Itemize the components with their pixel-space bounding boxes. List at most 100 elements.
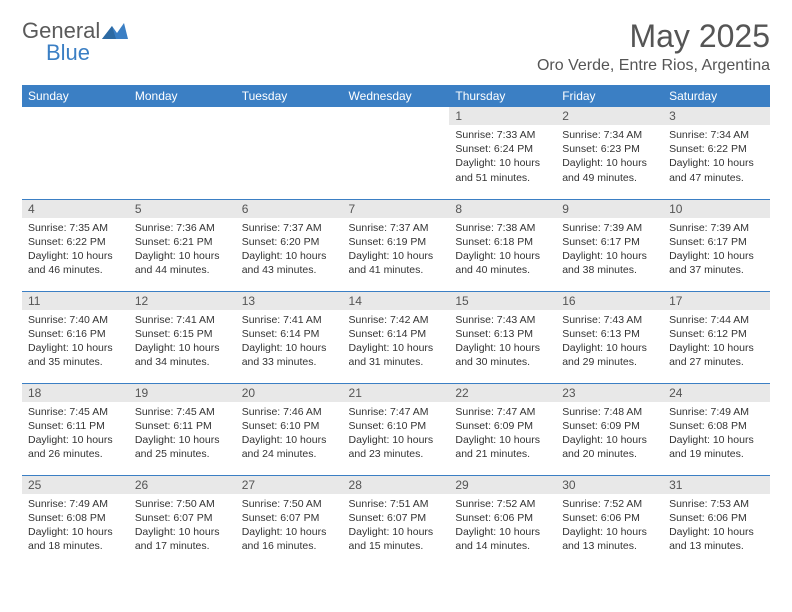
day-details: Sunrise: 7:41 AMSunset: 6:14 PMDaylight:… bbox=[236, 310, 343, 373]
calendar-cell: 15Sunrise: 7:43 AMSunset: 6:13 PMDayligh… bbox=[449, 291, 556, 383]
calendar-cell: 31Sunrise: 7:53 AMSunset: 6:06 PMDayligh… bbox=[663, 475, 770, 567]
sunrise-line: Sunrise: 7:52 AM bbox=[562, 497, 657, 511]
logo-triangle-icon bbox=[102, 23, 128, 44]
calendar-body: 1Sunrise: 7:33 AMSunset: 6:24 PMDaylight… bbox=[22, 107, 770, 567]
day-details: Sunrise: 7:45 AMSunset: 6:11 PMDaylight:… bbox=[22, 402, 129, 465]
sunrise-line: Sunrise: 7:44 AM bbox=[669, 313, 764, 327]
calendar-cell: 17Sunrise: 7:44 AMSunset: 6:12 PMDayligh… bbox=[663, 291, 770, 383]
calendar-week-row: 25Sunrise: 7:49 AMSunset: 6:08 PMDayligh… bbox=[22, 475, 770, 567]
day-details: Sunrise: 7:51 AMSunset: 6:07 PMDaylight:… bbox=[343, 494, 450, 557]
day-header: Tuesday bbox=[236, 85, 343, 107]
sunrise-line: Sunrise: 7:33 AM bbox=[455, 128, 550, 142]
daylight-line: Daylight: 10 hours and 51 minutes. bbox=[455, 156, 550, 184]
calendar-cell: 11Sunrise: 7:40 AMSunset: 6:16 PMDayligh… bbox=[22, 291, 129, 383]
day-details: Sunrise: 7:47 AMSunset: 6:10 PMDaylight:… bbox=[343, 402, 450, 465]
calendar-cell: 27Sunrise: 7:50 AMSunset: 6:07 PMDayligh… bbox=[236, 475, 343, 567]
sunset-line: Sunset: 6:20 PM bbox=[242, 235, 337, 249]
day-details: Sunrise: 7:33 AMSunset: 6:24 PMDaylight:… bbox=[449, 125, 556, 188]
calendar-cell bbox=[343, 107, 450, 199]
sunrise-line: Sunrise: 7:50 AM bbox=[242, 497, 337, 511]
daylight-line: Daylight: 10 hours and 26 minutes. bbox=[28, 433, 123, 461]
day-details: Sunrise: 7:50 AMSunset: 6:07 PMDaylight:… bbox=[236, 494, 343, 557]
sunrise-line: Sunrise: 7:45 AM bbox=[135, 405, 230, 419]
sunrise-line: Sunrise: 7:39 AM bbox=[669, 221, 764, 235]
day-details: Sunrise: 7:52 AMSunset: 6:06 PMDaylight:… bbox=[449, 494, 556, 557]
sunset-line: Sunset: 6:22 PM bbox=[669, 142, 764, 156]
day-number: 25 bbox=[22, 476, 129, 494]
daylight-line: Daylight: 10 hours and 24 minutes. bbox=[242, 433, 337, 461]
day-number: 4 bbox=[22, 200, 129, 218]
sunrise-line: Sunrise: 7:34 AM bbox=[562, 128, 657, 142]
calendar-week-row: 18Sunrise: 7:45 AMSunset: 6:11 PMDayligh… bbox=[22, 383, 770, 475]
daylight-line: Daylight: 10 hours and 41 minutes. bbox=[349, 249, 444, 277]
day-number: 15 bbox=[449, 292, 556, 310]
sunrise-line: Sunrise: 7:52 AM bbox=[455, 497, 550, 511]
day-number: 10 bbox=[663, 200, 770, 218]
day-details: Sunrise: 7:40 AMSunset: 6:16 PMDaylight:… bbox=[22, 310, 129, 373]
day-details: Sunrise: 7:44 AMSunset: 6:12 PMDaylight:… bbox=[663, 310, 770, 373]
sunrise-line: Sunrise: 7:37 AM bbox=[242, 221, 337, 235]
sunrise-line: Sunrise: 7:48 AM bbox=[562, 405, 657, 419]
calendar-cell: 18Sunrise: 7:45 AMSunset: 6:11 PMDayligh… bbox=[22, 383, 129, 475]
day-number: 18 bbox=[22, 384, 129, 402]
sunset-line: Sunset: 6:10 PM bbox=[242, 419, 337, 433]
sunrise-line: Sunrise: 7:34 AM bbox=[669, 128, 764, 142]
sunset-line: Sunset: 6:18 PM bbox=[455, 235, 550, 249]
day-number: 20 bbox=[236, 384, 343, 402]
daylight-line: Daylight: 10 hours and 20 minutes. bbox=[562, 433, 657, 461]
day-number: 12 bbox=[129, 292, 236, 310]
daylight-line: Daylight: 10 hours and 30 minutes. bbox=[455, 341, 550, 369]
day-details: Sunrise: 7:45 AMSunset: 6:11 PMDaylight:… bbox=[129, 402, 236, 465]
daylight-line: Daylight: 10 hours and 49 minutes. bbox=[562, 156, 657, 184]
day-number: 11 bbox=[22, 292, 129, 310]
sunset-line: Sunset: 6:06 PM bbox=[562, 511, 657, 525]
sunrise-line: Sunrise: 7:53 AM bbox=[669, 497, 764, 511]
daylight-line: Daylight: 10 hours and 46 minutes. bbox=[28, 249, 123, 277]
calendar-cell: 10Sunrise: 7:39 AMSunset: 6:17 PMDayligh… bbox=[663, 199, 770, 291]
daylight-line: Daylight: 10 hours and 38 minutes. bbox=[562, 249, 657, 277]
day-number: 22 bbox=[449, 384, 556, 402]
daylight-line: Daylight: 10 hours and 33 minutes. bbox=[242, 341, 337, 369]
day-number: 26 bbox=[129, 476, 236, 494]
sunrise-line: Sunrise: 7:40 AM bbox=[28, 313, 123, 327]
calendar-cell: 19Sunrise: 7:45 AMSunset: 6:11 PMDayligh… bbox=[129, 383, 236, 475]
sunset-line: Sunset: 6:16 PM bbox=[28, 327, 123, 341]
day-details: Sunrise: 7:34 AMSunset: 6:23 PMDaylight:… bbox=[556, 125, 663, 188]
sunset-line: Sunset: 6:07 PM bbox=[135, 511, 230, 525]
sunrise-line: Sunrise: 7:46 AM bbox=[242, 405, 337, 419]
sunset-line: Sunset: 6:15 PM bbox=[135, 327, 230, 341]
day-details: Sunrise: 7:49 AMSunset: 6:08 PMDaylight:… bbox=[663, 402, 770, 465]
sunrise-line: Sunrise: 7:37 AM bbox=[349, 221, 444, 235]
daylight-line: Daylight: 10 hours and 16 minutes. bbox=[242, 525, 337, 553]
day-number: 7 bbox=[343, 200, 450, 218]
sunrise-line: Sunrise: 7:43 AM bbox=[562, 313, 657, 327]
calendar-cell: 24Sunrise: 7:49 AMSunset: 6:08 PMDayligh… bbox=[663, 383, 770, 475]
sunrise-line: Sunrise: 7:45 AM bbox=[28, 405, 123, 419]
day-details: Sunrise: 7:39 AMSunset: 6:17 PMDaylight:… bbox=[556, 218, 663, 281]
calendar-cell: 9Sunrise: 7:39 AMSunset: 6:17 PMDaylight… bbox=[556, 199, 663, 291]
sunset-line: Sunset: 6:09 PM bbox=[562, 419, 657, 433]
calendar-cell: 28Sunrise: 7:51 AMSunset: 6:07 PMDayligh… bbox=[343, 475, 450, 567]
sunrise-line: Sunrise: 7:36 AM bbox=[135, 221, 230, 235]
sunset-line: Sunset: 6:13 PM bbox=[562, 327, 657, 341]
calendar-week-row: 4Sunrise: 7:35 AMSunset: 6:22 PMDaylight… bbox=[22, 199, 770, 291]
day-number: 5 bbox=[129, 200, 236, 218]
sunset-line: Sunset: 6:12 PM bbox=[669, 327, 764, 341]
sunset-line: Sunset: 6:17 PM bbox=[562, 235, 657, 249]
calendar-cell: 12Sunrise: 7:41 AMSunset: 6:15 PMDayligh… bbox=[129, 291, 236, 383]
day-number: 2 bbox=[556, 107, 663, 125]
calendar-cell: 23Sunrise: 7:48 AMSunset: 6:09 PMDayligh… bbox=[556, 383, 663, 475]
sunset-line: Sunset: 6:08 PM bbox=[28, 511, 123, 525]
calendar-cell: 14Sunrise: 7:42 AMSunset: 6:14 PMDayligh… bbox=[343, 291, 450, 383]
month-title: May 2025 bbox=[537, 18, 770, 55]
day-details: Sunrise: 7:37 AMSunset: 6:19 PMDaylight:… bbox=[343, 218, 450, 281]
sunrise-line: Sunrise: 7:47 AM bbox=[455, 405, 550, 419]
calendar-cell: 30Sunrise: 7:52 AMSunset: 6:06 PMDayligh… bbox=[556, 475, 663, 567]
sunset-line: Sunset: 6:23 PM bbox=[562, 142, 657, 156]
sunset-line: Sunset: 6:24 PM bbox=[455, 142, 550, 156]
daylight-line: Daylight: 10 hours and 40 minutes. bbox=[455, 249, 550, 277]
daylight-line: Daylight: 10 hours and 15 minutes. bbox=[349, 525, 444, 553]
day-details: Sunrise: 7:52 AMSunset: 6:06 PMDaylight:… bbox=[556, 494, 663, 557]
daylight-line: Daylight: 10 hours and 14 minutes. bbox=[455, 525, 550, 553]
sunset-line: Sunset: 6:14 PM bbox=[349, 327, 444, 341]
